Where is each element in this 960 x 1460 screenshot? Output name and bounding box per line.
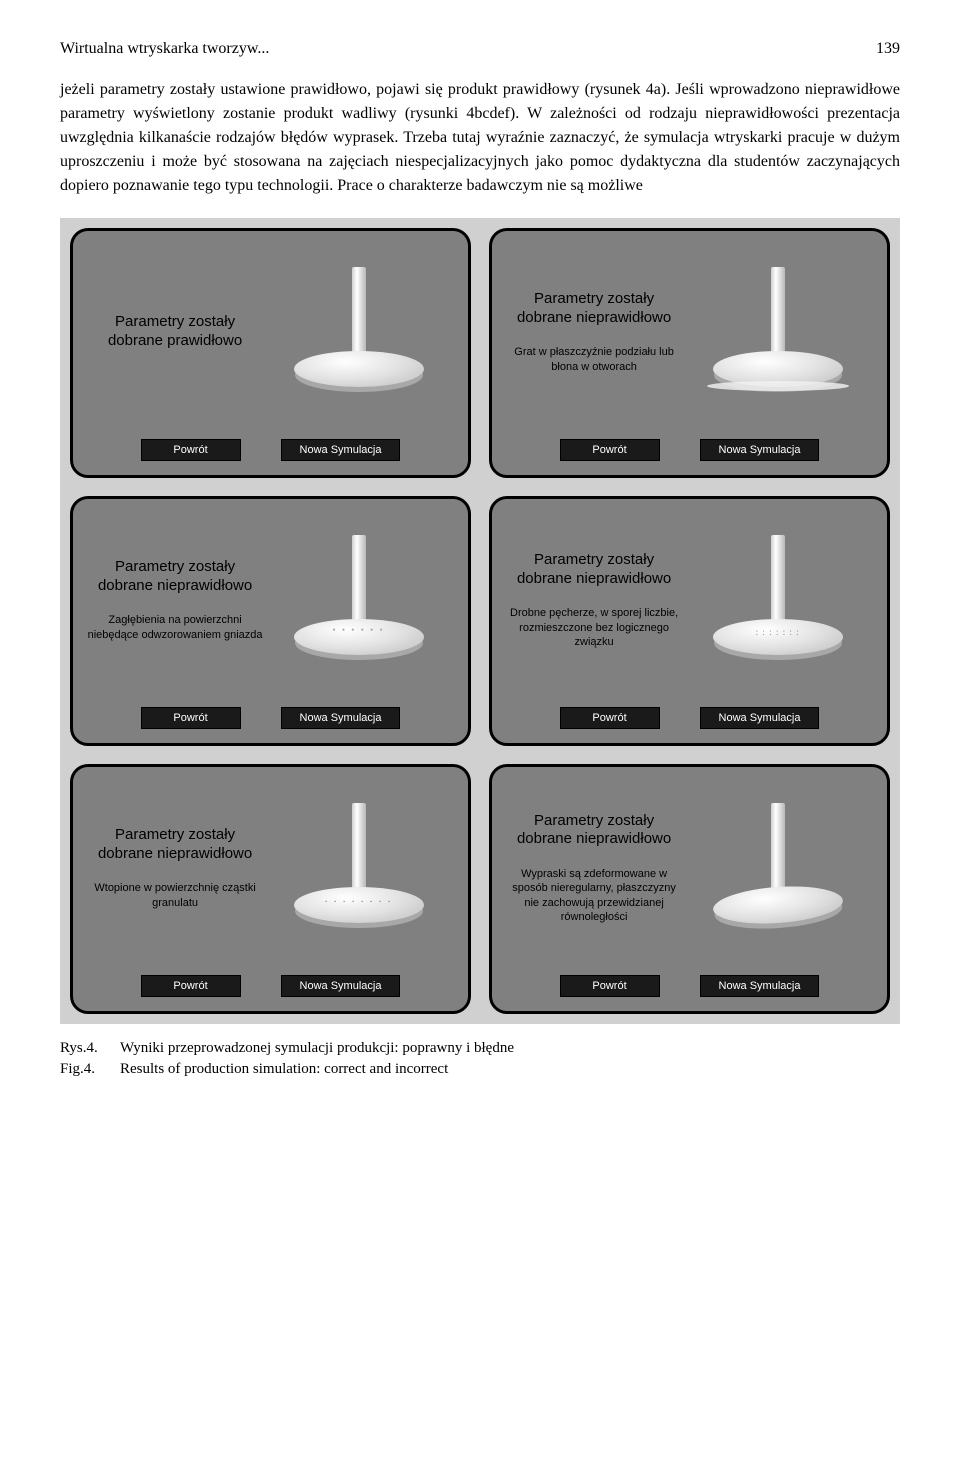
molded-part-graphic xyxy=(682,793,873,943)
new-simulation-button[interactable]: Nowa Symulacja xyxy=(700,707,820,729)
simulation-panel: Parametry zostały dobrane nieprawidłowo W… xyxy=(483,758,896,1020)
back-button[interactable]: Powrót xyxy=(560,975,660,997)
figure-grid: Parametry zostały dobrane prawidłowo Powr… xyxy=(60,218,900,1024)
panel-subtext: Zagłębienia na powierzchni niebędące odw… xyxy=(87,613,263,642)
panel-heading: Parametry zostały dobrane nieprawidłowo xyxy=(506,290,682,328)
back-button[interactable]: Powrót xyxy=(560,439,660,461)
new-simulation-button[interactable]: Nowa Symulacja xyxy=(281,439,401,461)
molded-part-graphic xyxy=(682,257,873,407)
molded-part-graphic xyxy=(263,257,454,407)
caption-fig-text: Results of production simulation: correc… xyxy=(120,1059,448,1080)
page-number: 139 xyxy=(876,40,900,58)
molded-part-graphic xyxy=(263,793,454,943)
new-simulation-button[interactable]: Nowa Symulacja xyxy=(281,975,401,997)
panel-heading: Parametry zostały dobrane nieprawidłowo xyxy=(506,551,682,589)
back-button[interactable]: Powrót xyxy=(141,439,241,461)
new-simulation-button[interactable]: Nowa Symulacja xyxy=(700,439,820,461)
body-paragraph: jeżeli parametry zostały ustawione prawi… xyxy=(60,78,900,198)
caption-fig-label: Fig.4. xyxy=(60,1059,110,1080)
new-simulation-button[interactable]: Nowa Symulacja xyxy=(700,975,820,997)
panel-heading: Parametry zostały dobrane nieprawidłowo xyxy=(87,826,263,864)
simulation-panel: Parametry zostały dobrane nieprawidłowo W… xyxy=(64,758,477,1020)
panel-subtext: Wypraski są zdeformowane w sposób niereg… xyxy=(506,867,682,924)
figure-caption: Rys.4. Wyniki przeprowadzonej symulacji … xyxy=(60,1038,900,1080)
running-title: Wirtualna wtryskarka tworzyw... xyxy=(60,40,269,58)
simulation-panel: Parametry zostały dobrane nieprawidłowo G… xyxy=(483,222,896,484)
panel-subtext: Grat w płaszczyźnie podziału lub błona w… xyxy=(506,345,682,374)
back-button[interactable]: Powrót xyxy=(560,707,660,729)
panel-subtext: Drobne pęcherze, w sporej liczbie, rozmi… xyxy=(506,606,682,649)
panel-heading: Parametry zostały dobrane nieprawidłowo xyxy=(506,812,682,850)
simulation-panel: Parametry zostały dobrane prawidłowo Powr… xyxy=(64,222,477,484)
panel-subtext: Wtopione w powierzchnię cząstki granulat… xyxy=(87,881,263,910)
caption-rys-label: Rys.4. xyxy=(60,1038,110,1059)
molded-part-graphic xyxy=(263,525,454,675)
simulation-panel: Parametry zostały dobrane nieprawidłowo D… xyxy=(483,490,896,752)
running-header: Wirtualna wtryskarka tworzyw... 139 xyxy=(60,40,900,58)
new-simulation-button[interactable]: Nowa Symulacja xyxy=(281,707,401,729)
panel-heading: Parametry zostały dobrane prawidłowo xyxy=(87,313,263,351)
molded-part-graphic xyxy=(682,525,873,675)
panel-heading: Parametry zostały dobrane nieprawidłowo xyxy=(87,558,263,596)
back-button[interactable]: Powrót xyxy=(141,707,241,729)
back-button[interactable]: Powrót xyxy=(141,975,241,997)
simulation-panel: Parametry zostały dobrane nieprawidłowo Z… xyxy=(64,490,477,752)
caption-rys-text: Wyniki przeprowadzonej symulacji produkc… xyxy=(120,1038,514,1059)
